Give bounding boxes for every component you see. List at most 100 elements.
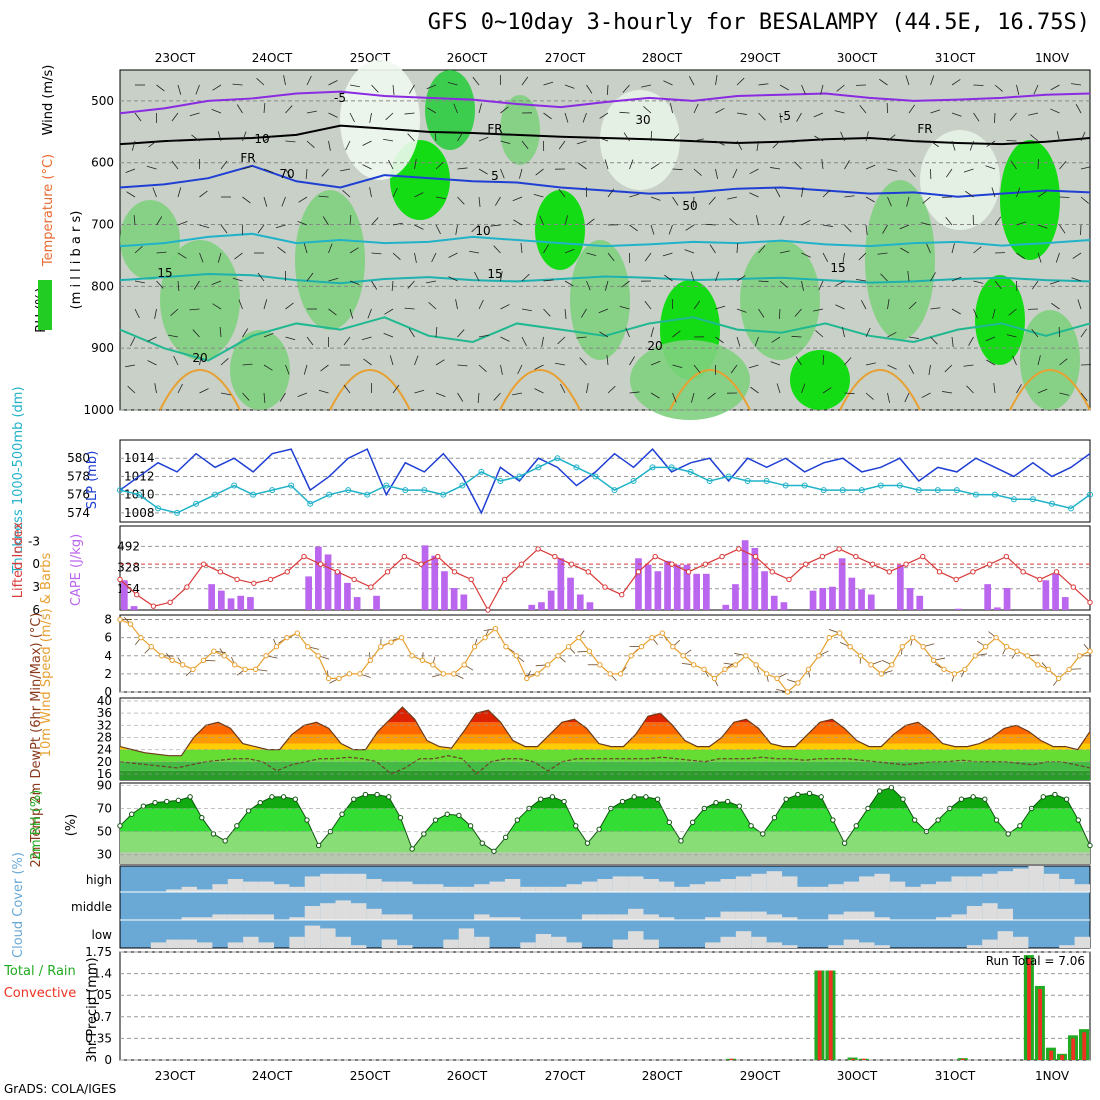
rh-point [315,842,322,849]
rh-point [958,796,965,802]
wind-barb [887,331,897,338]
cloud-bar [859,911,875,920]
cloud-bar [735,876,752,892]
wind-point [649,634,655,641]
wind-barb [564,84,575,89]
wind-barb [564,112,569,123]
rh-point [117,823,123,829]
wind-barb [404,307,415,310]
slp-tick: 1014 [124,451,155,465]
li-point [134,592,140,598]
thickness-point [915,487,922,494]
wind-barb [512,196,523,202]
cloud-bar [905,886,921,892]
rh-point [164,798,170,805]
cloud-bar [751,873,767,892]
wind-barb [842,327,845,338]
cape-bar [897,564,904,610]
li-point [619,592,625,598]
cape-bar [838,558,846,610]
wind-barb [951,243,955,254]
wind-barb [1080,328,1088,338]
y-label-temp: 2m Temp 2m DewPt (6hr Min/Max) (°C) [29,613,44,868]
rh-point [140,803,147,809]
thickness-point [402,487,409,494]
precip-conv-bar [1071,1038,1076,1060]
temp-tick: 20 [97,755,112,769]
wind-barb [715,305,726,310]
li-point [384,569,391,575]
wind-barb [844,392,855,395]
wind-barb [771,336,781,343]
rh-point [678,838,684,844]
li-point [752,553,759,560]
wind-barb [715,140,725,146]
wind-barb [922,196,931,204]
wind-barb [1006,334,1017,338]
wind-barb [951,140,956,151]
wind-barb [586,84,593,94]
cloud-bar [720,911,736,920]
cloud-bar [566,942,582,948]
wind-barb [407,280,415,289]
wind-point [388,639,394,645]
cloud-bar [212,884,228,892]
cape-bar [1042,580,1050,610]
temp-tick: 24 [97,743,112,757]
wind-point [398,634,405,641]
li-point [251,580,257,586]
li-point [1087,599,1093,606]
wind-barb [427,107,437,114]
thickness-point [858,487,865,494]
rh-shade-blob [295,190,365,330]
thickness-point [687,468,694,475]
temp-line [119,706,1091,757]
wind-barb [973,112,980,122]
cloud-bar [874,945,890,948]
wind-point [722,666,728,673]
thickness-point [801,482,808,489]
cloud-bar [843,881,860,892]
wind-point [430,662,436,668]
wind-barb [189,112,200,117]
wind-barb [756,140,759,151]
cloud-bar [751,936,767,948]
wind-barb [791,335,802,338]
wind-barb [154,383,157,394]
wind-barb [835,304,845,310]
wind-barb [641,84,652,88]
wind-barb [945,168,953,178]
wind-barb [242,165,253,170]
wind-barb [930,140,939,148]
wind-point [795,680,801,686]
wind-barb [908,336,919,339]
wind-barb [199,190,208,198]
wind-barb [1028,112,1039,116]
wind-barb [1037,252,1042,263]
cape-bar [208,584,215,610]
li-point [853,553,859,560]
wind-barb [345,140,351,151]
precip-conv-bar [1060,1055,1065,1060]
rh-shade-blob [600,90,680,190]
thickness-point [744,478,751,484]
wind-point [273,644,280,650]
wind-barb [730,364,738,374]
rh-tick: 90 [97,778,112,792]
wind-barb [500,304,510,310]
wind-barb [521,140,529,150]
wind-barb [1008,308,1017,316]
wind-barb [908,104,916,114]
temp-band [120,761,1090,771]
wind-barb [684,249,695,254]
cape-tick: 328 [117,561,140,575]
wind-barb [749,192,759,198]
wind-barb [644,300,652,310]
wind-barb [369,112,372,123]
wind-barb [715,336,724,344]
wind-barb [220,224,228,234]
wind-barb [1037,388,1048,394]
wind-barb [715,271,720,282]
thickness-frame [119,439,1091,523]
cloud-bar [289,936,305,948]
